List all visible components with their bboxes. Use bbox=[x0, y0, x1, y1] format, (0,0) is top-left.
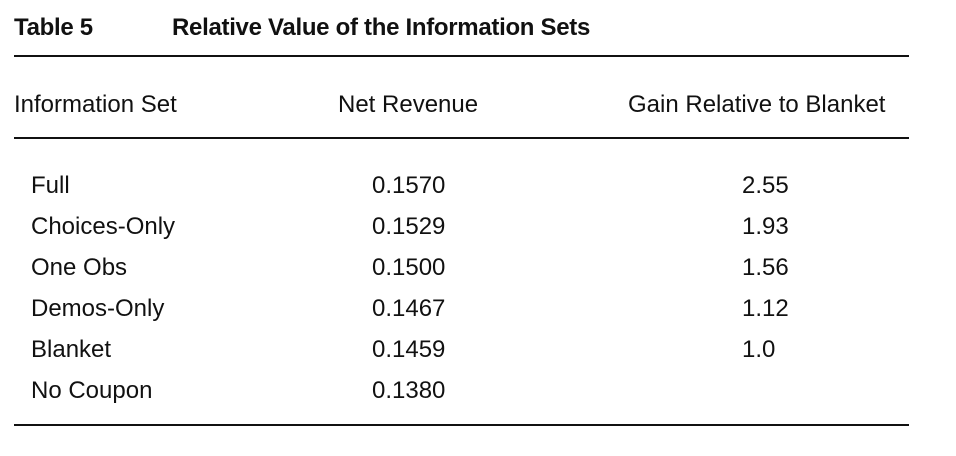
bottom-rule bbox=[14, 424, 909, 426]
table-header-row: Information Set Net Revenue Gain Relativ… bbox=[0, 91, 956, 121]
net-revenue-cell: 0.1467 bbox=[372, 295, 446, 322]
gain-cell: 1.12 bbox=[742, 295, 789, 322]
net-revenue-cell: 0.1459 bbox=[372, 336, 446, 363]
net-revenue-cell: 0.1570 bbox=[372, 172, 446, 199]
table-row: One Obs 0.1500 1.56 bbox=[0, 254, 956, 295]
information-set-cell: Demos-Only bbox=[31, 295, 165, 322]
header-rule bbox=[14, 137, 909, 139]
information-set-cell: No Coupon bbox=[31, 377, 153, 404]
table-row: Choices-Only 0.1529 1.93 bbox=[0, 213, 956, 254]
information-set-cell: Full bbox=[31, 172, 70, 199]
table-row: Blanket 0.1459 1.0 bbox=[0, 336, 956, 377]
table-label: Table 5 bbox=[14, 14, 93, 41]
table-row: No Coupon 0.1380 bbox=[0, 377, 956, 418]
net-revenue-cell: 0.1529 bbox=[372, 213, 446, 240]
gain-cell: 1.93 bbox=[742, 213, 789, 240]
column-header-net-revenue: Net Revenue bbox=[338, 91, 479, 118]
column-header-information-set: Information Set bbox=[14, 91, 177, 118]
column-header-gain: Gain Relative to Blanket bbox=[628, 91, 886, 118]
net-revenue-cell: 0.1500 bbox=[372, 254, 446, 281]
table-row: Demos-Only 0.1467 1.12 bbox=[0, 295, 956, 336]
table-title: Relative Value of the Information Sets bbox=[172, 14, 591, 41]
information-set-cell: Choices-Only bbox=[31, 213, 176, 240]
net-revenue-cell: 0.1380 bbox=[372, 377, 446, 404]
top-rule bbox=[14, 55, 909, 57]
table-row: Full 0.1570 2.55 bbox=[0, 172, 956, 213]
gain-cell: 2.55 bbox=[742, 172, 789, 199]
gain-cell: 1.56 bbox=[742, 254, 789, 281]
information-set-cell: Blanket bbox=[31, 336, 112, 363]
table-body: Full 0.1570 2.55 Choices-Only 0.1529 1.9… bbox=[0, 172, 956, 418]
information-set-cell: One Obs bbox=[31, 254, 128, 281]
gain-cell: 1.0 bbox=[742, 336, 776, 363]
